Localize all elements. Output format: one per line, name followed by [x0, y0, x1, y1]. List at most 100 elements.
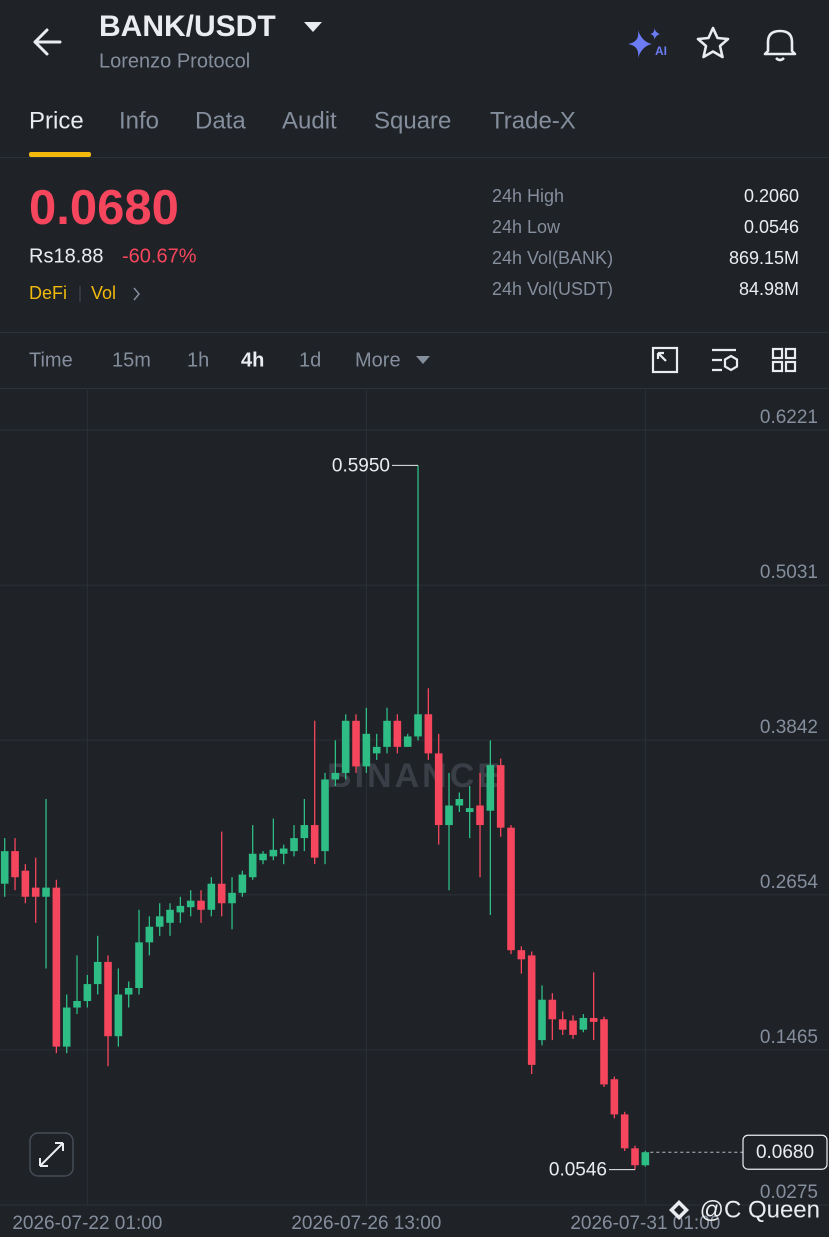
- favorite-button[interactable]: [696, 26, 730, 59]
- pair-title[interactable]: BANK/USDT: [99, 10, 276, 43]
- candle-body: [383, 720, 391, 747]
- candle-body: [290, 838, 298, 852]
- candle-body: [11, 851, 19, 878]
- stat-value: 0.0546: [744, 217, 799, 237]
- credit-logo: [669, 1200, 689, 1220]
- last-price-label: 0.0680: [756, 1142, 814, 1163]
- tab[interactable]: Square: [374, 107, 451, 134]
- credit: @C Queen: [700, 1196, 820, 1223]
- tab[interactable]: Trade-X: [490, 107, 576, 134]
- candle-body: [228, 892, 236, 904]
- tab[interactable]: Audit: [282, 107, 337, 134]
- back-button[interactable]: [33, 28, 62, 56]
- candle-body: [517, 950, 526, 960]
- candle-body: [197, 900, 205, 910]
- tool-icon: [651, 346, 679, 374]
- layout-cell: [771, 360, 784, 373]
- pair-dropdown[interactable]: [304, 22, 322, 32]
- stats: 24h High 0.2060 24h Low 0.0546 24h Vol(BANK)…: [492, 186, 799, 299]
- y-tick-label: 0.6221: [760, 407, 818, 428]
- bell-icon: [763, 29, 797, 56]
- stat-label: 24h Vol(BANK): [492, 248, 613, 268]
- candle-body: [455, 798, 464, 806]
- tag[interactable]: DeFi: [29, 283, 67, 303]
- interval[interactable]: 1h: [187, 349, 209, 371]
- candle-body: [207, 883, 216, 910]
- price-change: -60.67%: [122, 245, 197, 267]
- candle-body: [269, 849, 278, 857]
- candle-body: [186, 900, 195, 908]
- candle-body: [166, 909, 174, 923]
- layout-cell: [771, 347, 784, 360]
- tool-icon-arrow: [656, 351, 667, 362]
- last-price: 0.0680: [29, 181, 179, 235]
- y-tick-label: 0.3842: [760, 717, 818, 738]
- candle-body: [610, 1079, 619, 1115]
- candle-body: [155, 916, 164, 927]
- tab[interactable]: Data: [195, 107, 246, 134]
- candle-body: [476, 805, 484, 826]
- candle-body: [641, 1152, 650, 1166]
- interval[interactable]: Time: [29, 349, 73, 371]
- y-tick-label: 0.2654: [760, 872, 819, 893]
- candle-body: [600, 1019, 608, 1085]
- stat-label: 24h High: [492, 186, 564, 206]
- y-tick-label: 0.1465: [760, 1027, 818, 1048]
- candle-body: [217, 883, 226, 904]
- active-tab-indicator: [29, 152, 91, 157]
- tag-chevron: [133, 287, 140, 301]
- ai-sparkle-small: [650, 28, 660, 40]
- candle-body: [321, 779, 329, 852]
- local-price: Rs18.88: [29, 245, 104, 267]
- tab-bar: Price Info Data Audit Square Trade-X: [29, 107, 576, 134]
- low-label: 0.0546: [549, 1160, 607, 1181]
- interval[interactable]: 15m: [112, 349, 151, 371]
- tab[interactable]: Price: [29, 107, 84, 134]
- ai-button[interactable]: AI: [628, 28, 667, 58]
- candle-body: [445, 805, 453, 826]
- chart-tool-button[interactable]: [651, 346, 679, 374]
- candle-body: [434, 753, 443, 826]
- candle-body: [507, 827, 515, 951]
- interval[interactable]: 4h: [241, 349, 264, 371]
- layout-button[interactable]: [771, 347, 797, 373]
- candle-body: [279, 848, 288, 854]
- candle-body: [176, 905, 185, 913]
- fullscreen-button[interactable]: [29, 1132, 74, 1177]
- bell-clapper: [775, 57, 785, 62]
- y-tick-label: 0.0275: [760, 1182, 818, 1203]
- candle-body: [114, 994, 123, 1037]
- stat-value: 869.15M: [729, 248, 799, 268]
- candle-body: [83, 984, 92, 1002]
- layout-cell: [784, 360, 797, 373]
- candle-body: [124, 987, 133, 995]
- candle-body: [620, 1114, 629, 1149]
- candle-body: [135, 942, 143, 988]
- pair-subtitle: Lorenzo Protocol: [99, 50, 250, 72]
- candle-body: [31, 887, 40, 897]
- alert-button[interactable]: [763, 29, 797, 62]
- candle-body: [569, 1020, 577, 1035]
- settings-lines: [712, 348, 736, 372]
- x-tick-label: 2026-07-31 01:00: [570, 1213, 720, 1234]
- tab[interactable]: Info: [119, 107, 159, 134]
- candle-body: [341, 720, 350, 773]
- indicator-settings-button[interactable]: [712, 348, 739, 372]
- fullscreen-icon: [39, 1142, 64, 1167]
- tag[interactable]: Vol: [91, 283, 116, 303]
- candle-body: [248, 853, 257, 878]
- stat-value: 84.98M: [739, 279, 799, 299]
- candle-body: [486, 765, 495, 811]
- candle-body: [527, 955, 536, 1065]
- candle-body: [393, 720, 402, 747]
- candle-body: [631, 1148, 639, 1166]
- interval[interactable]: More: [355, 349, 401, 371]
- interval[interactable]: 1d: [299, 349, 321, 371]
- more-dropdown[interactable]: [416, 356, 430, 364]
- ai-sparkle: [628, 30, 652, 58]
- candle-body: [238, 874, 247, 893]
- x-tick-label: 2026-07-22 01:00: [12, 1213, 162, 1234]
- candle-body: [104, 961, 112, 1037]
